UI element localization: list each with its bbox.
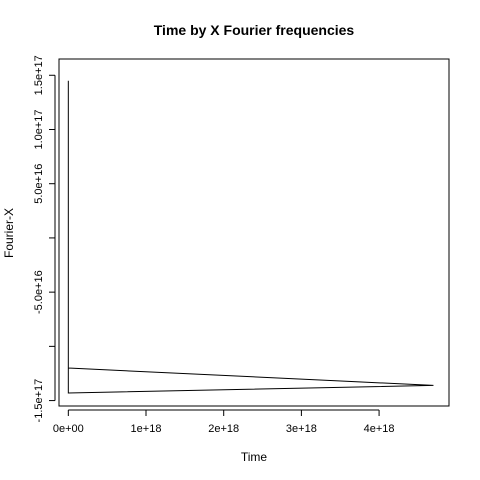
x-tick-label: 1e+18 [131, 423, 162, 435]
x-tick-label: 4e+18 [364, 423, 395, 435]
chart-title: Time by X Fourier frequencies [154, 22, 355, 38]
x-tick-label: 0e+00 [53, 423, 84, 435]
y-tick-label: -5.0e+16 [33, 270, 45, 314]
x-tick-label: 3e+18 [286, 423, 317, 435]
x-axis-label: Time [241, 450, 268, 464]
y-axis-label: Fourier-X [2, 208, 16, 258]
series-layer [67, 80, 434, 394]
x-tick-label: 2e+18 [208, 423, 239, 435]
plot-frame [58, 58, 450, 407]
x-axis: 0e+00 1e+18 2e+18 3e+18 4e+18 [53, 409, 395, 435]
y-tick-label: 5.0e+16 [33, 164, 45, 204]
y-tick-label: 1.5e+17 [33, 55, 45, 95]
y-axis: -1.5e+17 -5.0e+16 5.0e+16 1.0e+17 1.5e+17 [33, 55, 56, 423]
y-tick-label: 1.0e+17 [33, 109, 45, 149]
y-tick-label: -1.5e+17 [33, 379, 45, 423]
series-line [67, 80, 434, 394]
